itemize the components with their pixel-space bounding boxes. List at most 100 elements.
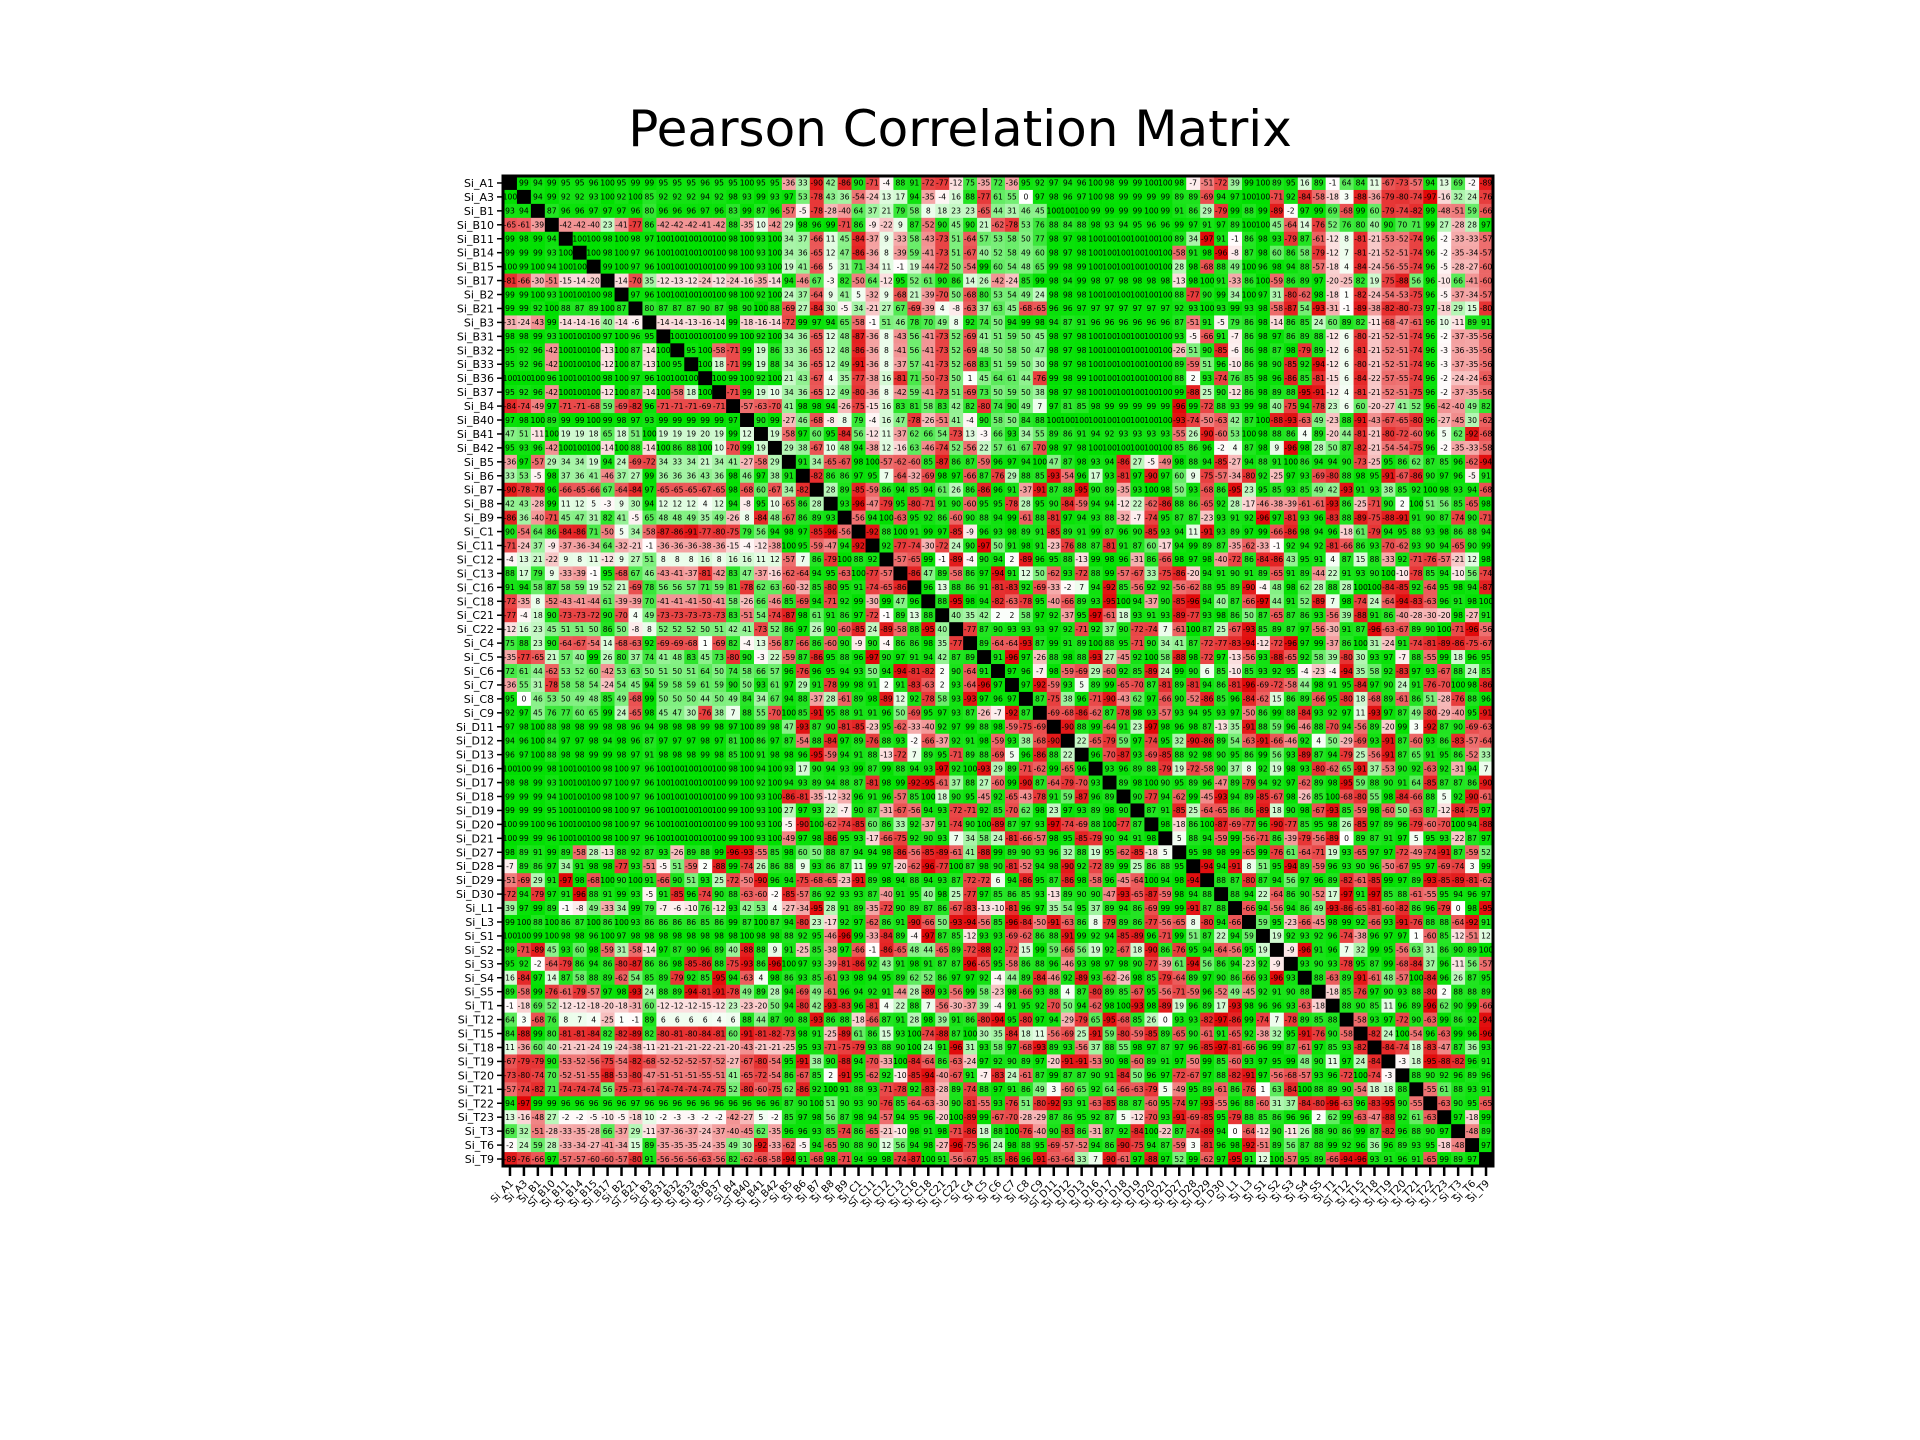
cell-value-label: 100 bbox=[600, 304, 615, 313]
cell-value-label: -18 bbox=[1340, 527, 1353, 536]
cell-value-label: 100 bbox=[1130, 374, 1145, 383]
cell-value-label: 97 bbox=[798, 430, 808, 439]
cell-value-label: -88 bbox=[1354, 611, 1367, 620]
cell-value-label: 31 bbox=[1272, 290, 1282, 299]
cell-value-label: -58 bbox=[755, 458, 768, 467]
cell-value-label: -89 bbox=[1438, 639, 1451, 648]
cell-value-label: -23 bbox=[1048, 541, 1061, 550]
cell-value-label: 98 bbox=[1202, 555, 1212, 564]
cell-value-label: -15 bbox=[1326, 374, 1339, 383]
cell-value-label: 55 bbox=[1007, 193, 1017, 202]
cell-value-label: 96 bbox=[993, 485, 1003, 494]
cell-value-label: -85 bbox=[1145, 527, 1158, 536]
cell-value-label: 99 bbox=[1314, 639, 1324, 648]
cell-value-label: 42 bbox=[728, 625, 738, 634]
cell-value-label: 93 bbox=[1314, 611, 1324, 620]
cell-value-label: 100 bbox=[768, 235, 783, 244]
cell-value-label: -63 bbox=[1424, 597, 1437, 606]
cell-value-label: -69 bbox=[657, 639, 670, 648]
cell-value-label: -27 bbox=[1229, 458, 1242, 467]
cell-value-label: -77 bbox=[1187, 611, 1200, 620]
cell-value-label: 42 bbox=[1230, 416, 1240, 425]
cell-value-label: -82 bbox=[629, 402, 642, 411]
cell-value-label: 96 bbox=[645, 290, 655, 299]
cell-value-label: -35 bbox=[922, 193, 935, 202]
cell-value-label: 92 bbox=[561, 193, 571, 202]
cell-value-label: -56 bbox=[1480, 388, 1493, 397]
cell-value-label: 70 bbox=[645, 597, 655, 606]
cell-value-label: 18 bbox=[589, 430, 599, 439]
heatmap-cell bbox=[782, 455, 796, 469]
cell-value-label: 90 bbox=[1091, 485, 1101, 494]
cell-value-label: -69 bbox=[615, 402, 628, 411]
cell-value-label: -24 bbox=[866, 193, 879, 202]
cell-value-label: 93 bbox=[547, 290, 557, 299]
cell-value-label: 97 bbox=[631, 416, 641, 425]
cell-value-label: 58 bbox=[561, 583, 571, 592]
cell-value-label: -12 bbox=[713, 276, 726, 285]
cell-value-label: 100 bbox=[1102, 235, 1117, 244]
cell-value-label: 75 bbox=[505, 639, 515, 648]
cell-value-label: 84 bbox=[1021, 416, 1031, 425]
cell-value-label: -86 bbox=[1271, 555, 1284, 564]
cell-value-label: 86 bbox=[1384, 611, 1394, 620]
cell-value-label: -71 bbox=[727, 346, 740, 355]
cell-value-label: 94 bbox=[1202, 597, 1212, 606]
cell-value-label: -66 bbox=[1340, 541, 1353, 550]
cell-value-label: 70 bbox=[1397, 221, 1407, 230]
cell-value-label: -50 bbox=[601, 527, 614, 536]
cell-value-label: -71 bbox=[671, 402, 684, 411]
cell-value-label: -72 bbox=[1271, 639, 1284, 648]
cell-value-label: 86 bbox=[1286, 332, 1296, 341]
cell-value-label: -78 bbox=[1410, 569, 1423, 578]
cell-value-label: -60 bbox=[1215, 430, 1228, 439]
cell-value-label: 100 bbox=[586, 444, 601, 453]
cell-value-label: 92 bbox=[1314, 541, 1324, 550]
cell-value-label: 16 bbox=[700, 555, 710, 564]
cell-value-label: -72 bbox=[1131, 625, 1144, 634]
cell-value-label: 35 bbox=[937, 639, 947, 648]
cell-value-label: 62 bbox=[909, 430, 919, 439]
cell-value-label: -51 bbox=[1396, 346, 1409, 355]
cell-value-label: 12 bbox=[714, 499, 724, 508]
cell-value-label: 99 bbox=[1133, 402, 1143, 411]
cell-value-label: 86 bbox=[937, 513, 947, 522]
cell-value-label: 51 bbox=[714, 625, 724, 634]
cell-value-label: -63 bbox=[1480, 374, 1493, 383]
cell-value-label: 94 bbox=[1174, 527, 1184, 536]
cell-value-label: 27 bbox=[882, 304, 892, 313]
cell-value-label: -40 bbox=[532, 513, 545, 522]
cell-value-label: -94 bbox=[992, 569, 1005, 578]
cell-value-label: 86 bbox=[603, 625, 613, 634]
cell-value-label: -95 bbox=[922, 625, 935, 634]
cell-value-label: -60 bbox=[908, 458, 921, 467]
cell-value-label: 64 bbox=[533, 527, 543, 536]
cell-value-label: -56 bbox=[1243, 653, 1256, 662]
cell-value-label: 97 bbox=[784, 193, 794, 202]
cell-value-label: -82 bbox=[1382, 304, 1395, 313]
cell-value-label: -69 bbox=[964, 332, 977, 341]
cell-value-label: -82 bbox=[992, 597, 1005, 606]
cell-value-label: 97 bbox=[645, 485, 655, 494]
cell-value-label: -64 bbox=[1382, 597, 1395, 606]
cell-value-label: 88 bbox=[1174, 290, 1184, 299]
cell-value-label: -21 bbox=[866, 304, 879, 313]
cell-value-label: 96 bbox=[1425, 248, 1435, 257]
cell-value-label: -40 bbox=[1215, 555, 1228, 564]
heatmap-cell bbox=[977, 650, 991, 664]
cell-value-label: -1 bbox=[1273, 541, 1281, 550]
cell-value-label: 97 bbox=[603, 332, 613, 341]
cell-value-label: 7 bbox=[1037, 402, 1042, 411]
cell-value-label: 97 bbox=[1035, 611, 1045, 620]
cell-value-label: -95 bbox=[1103, 597, 1116, 606]
cell-value-label: 27 bbox=[631, 472, 641, 481]
cell-value-label: 98 bbox=[784, 527, 794, 536]
cell-value-label: 99 bbox=[603, 416, 613, 425]
cell-value-label: 51 bbox=[951, 248, 961, 257]
cell-value-label: 98 bbox=[1258, 332, 1268, 341]
cell-value-label: 89 bbox=[979, 639, 989, 648]
cell-value-label: 40 bbox=[979, 248, 989, 257]
cell-value-label: -89 bbox=[1020, 555, 1033, 564]
cell-value-label: 100 bbox=[1437, 625, 1452, 634]
cell-value-label: 91 bbox=[1119, 541, 1129, 550]
